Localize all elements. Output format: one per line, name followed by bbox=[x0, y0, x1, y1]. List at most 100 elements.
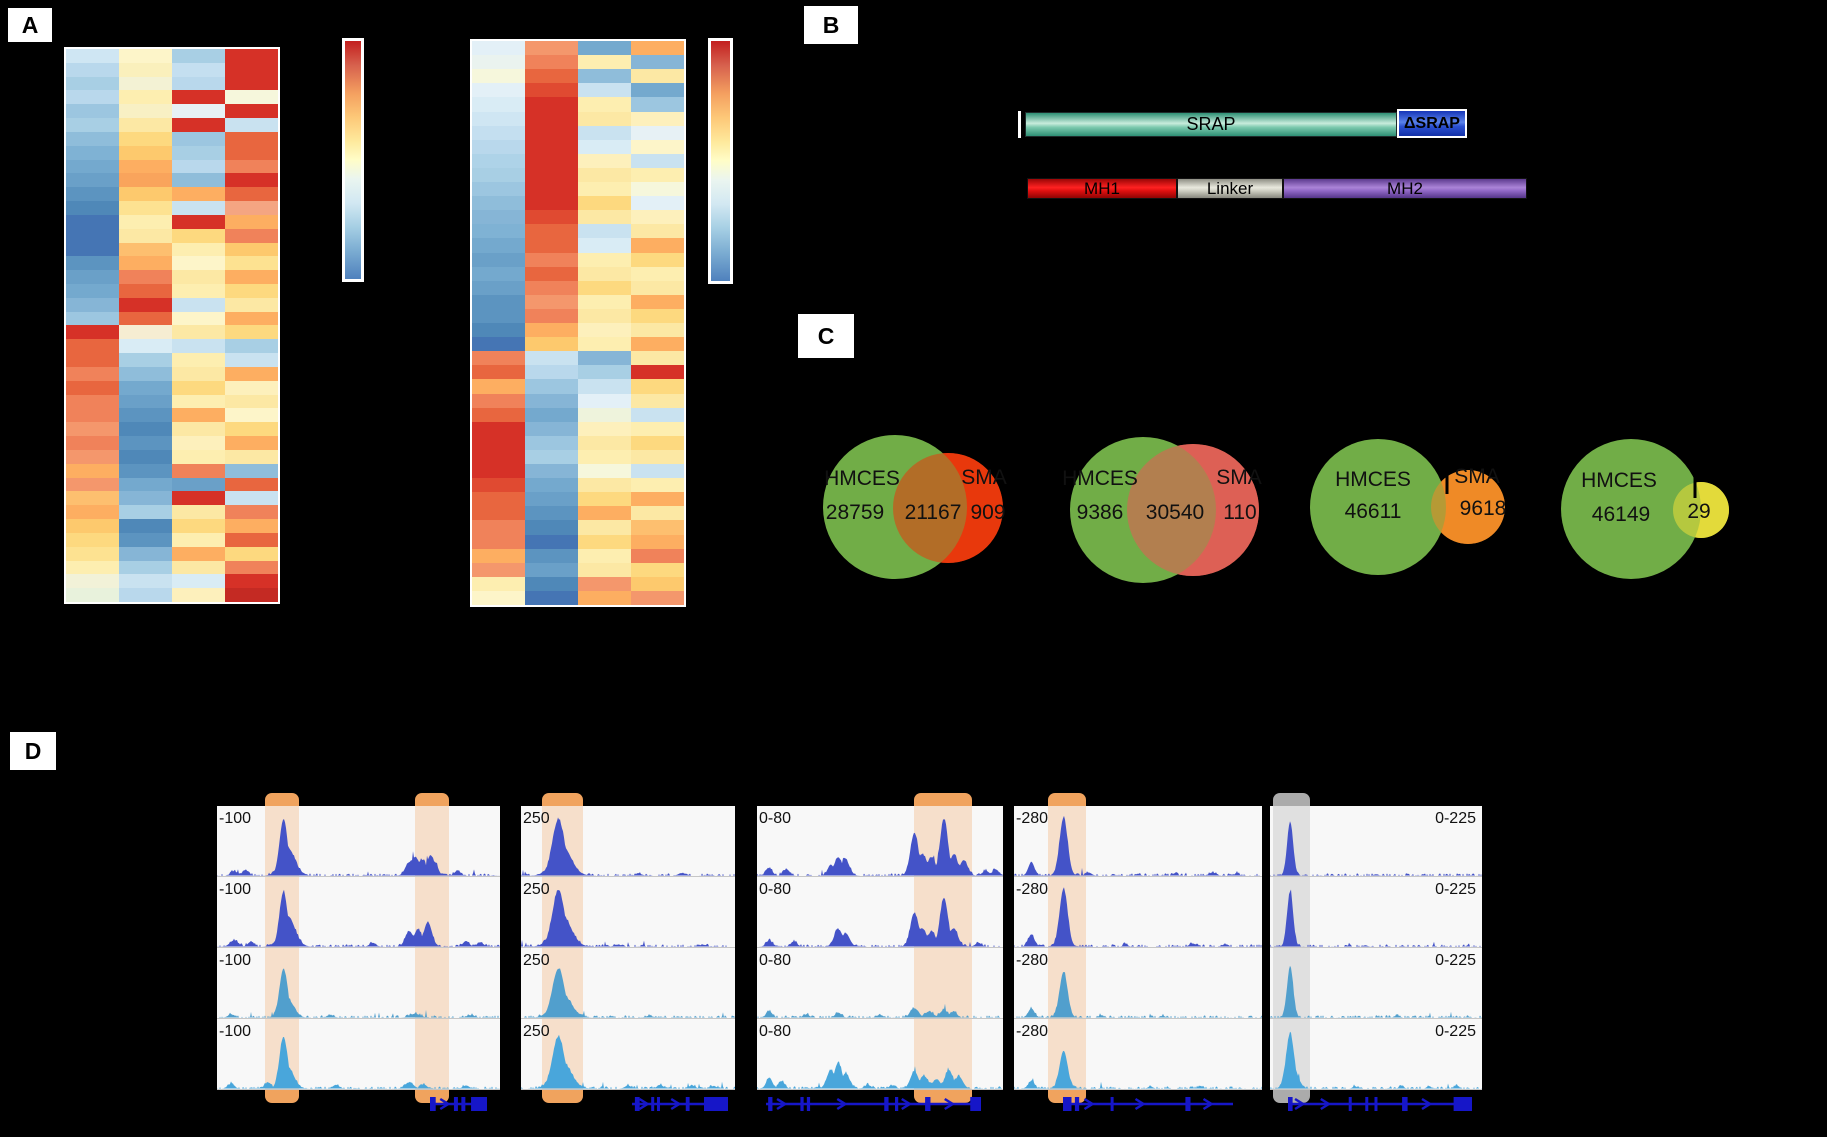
mh1-domain-bar: MH1 bbox=[1027, 178, 1177, 199]
heatmap-cell bbox=[172, 477, 225, 492]
heatmap-cell bbox=[172, 145, 225, 160]
track-signal-3-1 bbox=[757, 819, 1003, 876]
venn-3-left-count: 46611 bbox=[1345, 500, 1402, 523]
heatmap-cell bbox=[66, 491, 119, 506]
track-peaks bbox=[757, 897, 1003, 947]
heatmap-cell bbox=[631, 55, 684, 70]
heatmap-cell bbox=[472, 351, 525, 366]
heatmap-cell bbox=[472, 365, 525, 380]
heatmap-cell bbox=[119, 173, 172, 188]
heatmap-cell bbox=[525, 182, 578, 197]
heatmap-cell bbox=[525, 55, 578, 70]
heatmap-cell bbox=[631, 125, 684, 140]
heatmap-cell bbox=[472, 69, 525, 84]
heatmap-cell bbox=[525, 393, 578, 408]
heatmap-cell bbox=[472, 167, 525, 182]
highlight-region-1-2 bbox=[415, 806, 449, 1090]
heatmap-cell bbox=[525, 534, 578, 549]
track-signal-3-4 bbox=[757, 1061, 1003, 1089]
heatmap-cell bbox=[525, 323, 578, 338]
heatmap-cell bbox=[66, 436, 119, 450]
heatmap-cell bbox=[66, 546, 119, 561]
heatmap-cell bbox=[631, 182, 684, 197]
heatmap-cell bbox=[472, 280, 525, 295]
track-scale-label: -280 bbox=[1016, 810, 1049, 827]
gene-model-5 bbox=[1288, 1097, 1472, 1111]
gene-direction-arrow bbox=[1134, 1097, 1146, 1111]
track-peaks bbox=[217, 819, 500, 876]
track-signal-1-3 bbox=[217, 968, 500, 1018]
track-peaks bbox=[1270, 889, 1482, 947]
panel-b-letter: B bbox=[822, 11, 840, 38]
track-signal-1-4 bbox=[217, 1037, 500, 1089]
heatmap-cell bbox=[119, 588, 172, 602]
track-peaks bbox=[521, 1034, 735, 1089]
heatmap-cell bbox=[578, 365, 631, 380]
heatmap-cell bbox=[119, 284, 172, 298]
mh2-domain-bar: MH2 bbox=[1283, 178, 1527, 199]
track-baseline bbox=[521, 1089, 735, 1090]
track-signal-5-1 bbox=[1270, 821, 1482, 876]
heatmap-cell bbox=[578, 534, 631, 549]
gene-direction-arrow bbox=[836, 1097, 848, 1111]
heatmap-cell bbox=[525, 280, 578, 295]
heatmap-cell bbox=[225, 519, 278, 533]
track-scale-label: -280 bbox=[1016, 1023, 1049, 1040]
heatmap-cell bbox=[578, 280, 631, 295]
heatmap-cell bbox=[472, 506, 525, 521]
heatmap-cell bbox=[631, 478, 684, 493]
gene-exon bbox=[800, 1097, 804, 1111]
heatmap-cell bbox=[66, 118, 119, 132]
heatmap-cell bbox=[66, 380, 119, 395]
heatmap-cell bbox=[631, 534, 684, 549]
heatmap-cell bbox=[66, 311, 119, 326]
heatmap-cell bbox=[225, 532, 278, 547]
heatmap-cell bbox=[472, 576, 525, 591]
track-signal-4-2 bbox=[1014, 887, 1262, 947]
gene-direction-arrow bbox=[776, 1097, 788, 1111]
heatmap-cell bbox=[525, 266, 578, 281]
heatmap-cell bbox=[225, 477, 278, 492]
track-peaks bbox=[217, 1037, 500, 1089]
heatmap-cell bbox=[525, 41, 578, 56]
gene-model-1 bbox=[430, 1097, 487, 1111]
track-peaks bbox=[521, 890, 735, 947]
heatmap-cell bbox=[119, 242, 172, 257]
heatmap-cell bbox=[525, 238, 578, 253]
heatmap-cell bbox=[578, 167, 631, 182]
heatmap-cell bbox=[631, 252, 684, 267]
heatmap-cell bbox=[525, 365, 578, 380]
gene-exon bbox=[1348, 1097, 1352, 1111]
track-peaks bbox=[1014, 815, 1262, 876]
heatmap-cell bbox=[66, 62, 119, 77]
heatmap-cell bbox=[225, 560, 278, 575]
heatmap-cell bbox=[578, 41, 631, 56]
heatmap-cell bbox=[525, 69, 578, 84]
gene-exon bbox=[970, 1097, 981, 1111]
heatmap-cell bbox=[472, 449, 525, 464]
heatmap-cell bbox=[172, 325, 225, 340]
panel-a-letter: A bbox=[21, 11, 39, 38]
heatmap-cell bbox=[578, 548, 631, 563]
heatmap-cell bbox=[225, 118, 278, 132]
heatmap-cell bbox=[578, 210, 631, 225]
heatmap-cell bbox=[631, 351, 684, 366]
heatmap-cell bbox=[66, 422, 119, 437]
heatmap-cell bbox=[172, 574, 225, 589]
gene-exon bbox=[704, 1097, 728, 1111]
heatmap-cell bbox=[119, 366, 172, 381]
gene-exon bbox=[1074, 1097, 1080, 1111]
panel-d-letter: D bbox=[24, 737, 42, 764]
heatmap-cell bbox=[578, 506, 631, 521]
track-peaks bbox=[217, 889, 500, 947]
track-signal-1-1 bbox=[217, 819, 500, 876]
heatmap-cell bbox=[525, 83, 578, 98]
heatmap-cell bbox=[525, 576, 578, 591]
track-peaks bbox=[757, 1003, 1003, 1018]
heatmap-cell bbox=[225, 297, 278, 312]
heatmap-cell bbox=[172, 284, 225, 298]
venn-2-left-label: HMCES bbox=[1062, 467, 1138, 490]
heatmap-cell bbox=[578, 351, 631, 366]
heatmap-cell bbox=[225, 187, 278, 202]
heatmap-cell bbox=[578, 308, 631, 323]
